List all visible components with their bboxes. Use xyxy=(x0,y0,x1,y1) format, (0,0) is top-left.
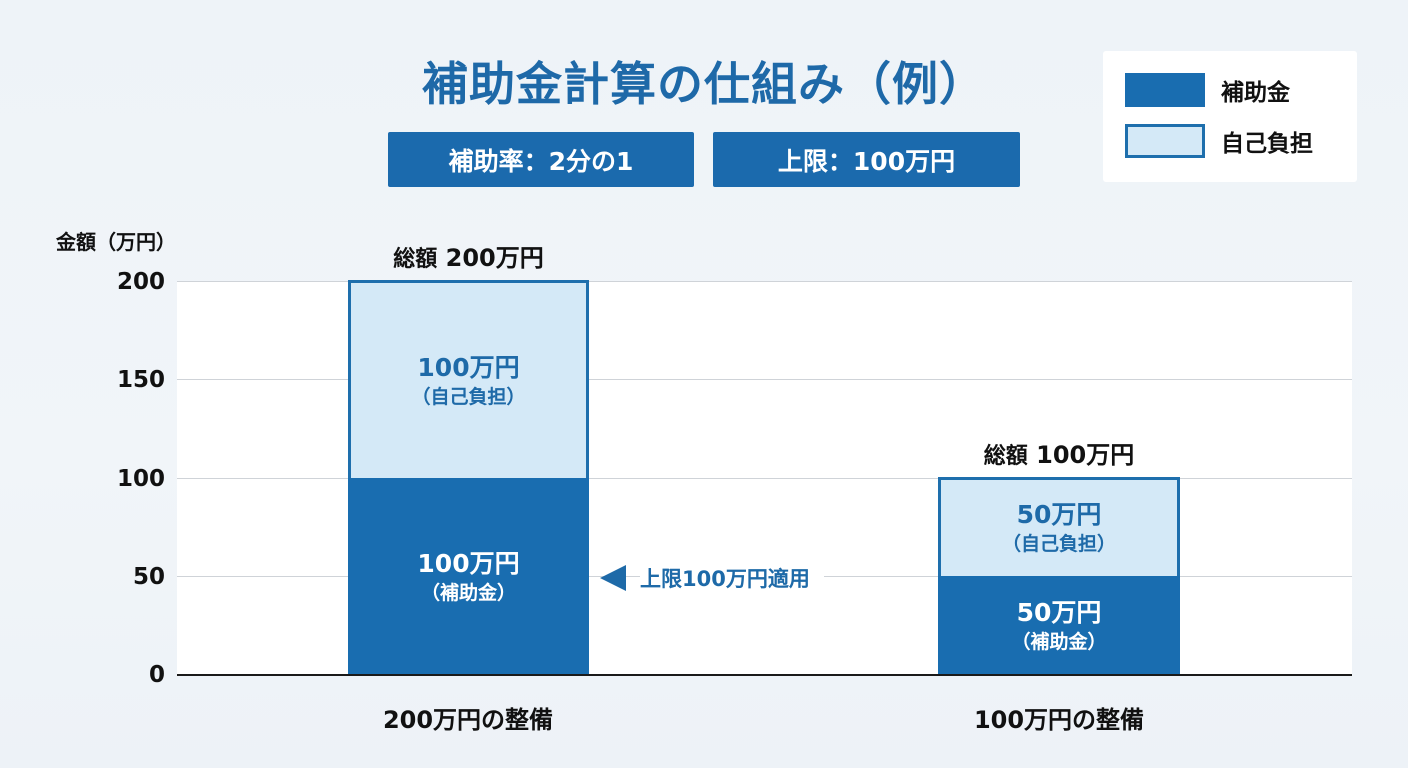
legend: 補助金 自己負担 xyxy=(1103,51,1357,182)
bar-total-label: 総額 200万円 xyxy=(348,238,589,273)
segment-label: （補助金） xyxy=(420,581,516,604)
y-tick-50: 50 xyxy=(132,564,165,590)
segment-label: （自己負担） xyxy=(1001,533,1116,555)
segment-value: 50万円 xyxy=(1016,597,1102,627)
y-tick-150: 150 xyxy=(116,367,165,393)
gridline-200 xyxy=(177,281,1352,282)
y-axis-title: 金額（万円） xyxy=(56,230,176,254)
subsidy-cap-badge: 上限：100万円 xyxy=(713,132,1020,187)
cap-annotation: 上限100万円適用 xyxy=(600,560,824,596)
x-category-label: 200万円の整備 xyxy=(382,706,554,734)
legend-label: 自己負担 xyxy=(1221,131,1313,157)
subsidy-rate-badge: 補助率：2分の1 xyxy=(388,132,694,187)
segment-value: 100万円 xyxy=(417,548,520,578)
y-tick-200: 200 xyxy=(116,269,165,295)
y-tick-0: 0 xyxy=(148,662,165,688)
legend-item-subsidy: 補助金 xyxy=(1125,73,1290,107)
segment-label: （自己負担） xyxy=(411,385,526,408)
segment-value: 50万円 xyxy=(1016,500,1102,529)
bar-segment-subsidy: 100万円 （補助金） xyxy=(348,478,589,675)
total-value: 200万円 xyxy=(445,244,544,272)
gridline-150 xyxy=(177,379,1352,380)
segment-value: 100万円 xyxy=(417,352,520,382)
chart-title: 補助金計算の仕組み（例） xyxy=(422,57,986,111)
bar-total-label: 総額 100万円 xyxy=(938,435,1180,470)
bar-segment-subsidy: 50万円 （補助金） xyxy=(938,576,1180,675)
legend-item-self-pay: 自己負担 xyxy=(1125,124,1313,158)
legend-label: 補助金 xyxy=(1221,80,1290,106)
arrow-left-icon xyxy=(600,565,626,591)
self-pay-swatch-icon xyxy=(1125,124,1205,158)
y-tick-100: 100 xyxy=(116,466,165,492)
gridline-100 xyxy=(177,478,1352,479)
annotation-text: 上限100万円適用 xyxy=(640,563,824,593)
total-prefix: 総額 xyxy=(983,444,1028,469)
x-category-label: 100万円の整備 xyxy=(973,706,1145,734)
bar-segment-self-pay: 50万円 （自己負担） xyxy=(938,477,1180,576)
total-prefix: 総額 xyxy=(393,247,438,272)
segment-label: （補助金） xyxy=(1011,630,1107,653)
bar-segment-self-pay: 100万円 （自己負担） xyxy=(348,280,589,478)
subsidy-swatch-icon xyxy=(1125,73,1205,107)
x-axis-line xyxy=(177,674,1352,676)
total-value: 100万円 xyxy=(1036,441,1135,469)
